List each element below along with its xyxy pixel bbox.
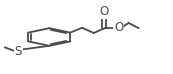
Text: O: O xyxy=(114,21,123,34)
Text: S: S xyxy=(15,45,22,58)
Text: O: O xyxy=(100,5,109,18)
